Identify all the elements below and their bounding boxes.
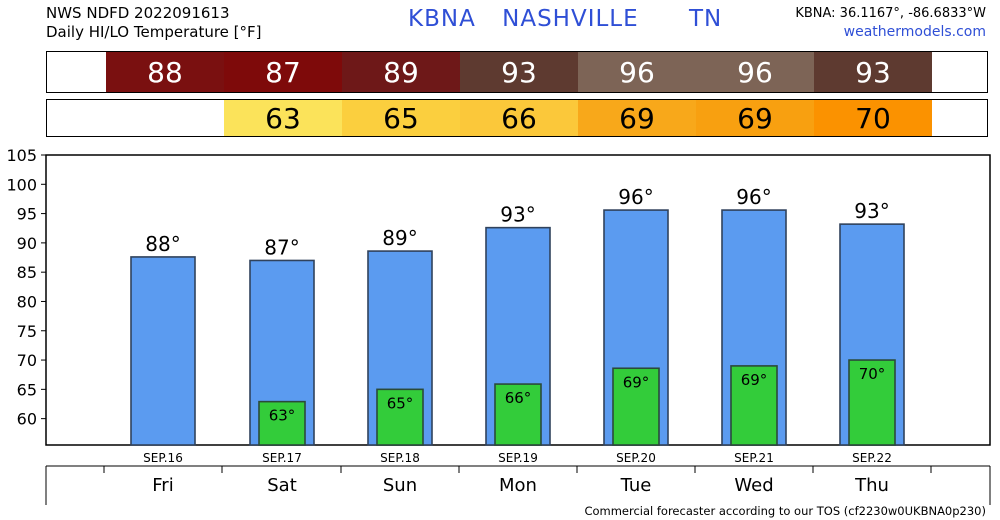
high-temp-label: 89°: [382, 226, 417, 250]
day-label: Sat: [267, 475, 297, 496]
low-temp-label: 63°: [269, 407, 296, 425]
date-label: SEP.21: [734, 451, 774, 465]
high-temp-cell: 96: [578, 52, 696, 92]
station-city: NASHVILLE: [502, 6, 639, 32]
date-label: SEP.19: [498, 451, 538, 465]
model-run-label: NWS NDFD 2022091613: [46, 4, 230, 22]
header-left: NWS NDFD 2022091613 Daily HI/LO Temperat…: [46, 4, 262, 42]
y-tick-label: 70: [17, 351, 37, 370]
low-temp-bar: [494, 383, 542, 446]
date-label: SEP.22: [852, 451, 892, 465]
low-temp-label: 70°: [859, 365, 886, 383]
station-coords: KBNA: 36.1167°, -86.6833°W: [795, 6, 986, 21]
high-temp-cell: 96: [696, 52, 814, 92]
day-label: Sun: [383, 475, 417, 496]
low-temp-cell: 66: [460, 100, 578, 136]
low-temp-strip: 63 65 66 69 69 70: [46, 99, 988, 137]
high-temp-bar: [130, 256, 196, 446]
footer-note: Commercial forecaster according to our T…: [584, 504, 986, 518]
day-label: Fri: [152, 475, 173, 496]
station-title: KBNA NASHVILLE TN: [408, 6, 740, 32]
day-label: Mon: [499, 475, 537, 496]
y-tick-label: 90: [17, 234, 37, 253]
high-temp-strip: 88 87 89 93 96 96 93: [46, 51, 988, 93]
high-temp-label: 96°: [736, 185, 771, 209]
high-temp-label: 88°: [145, 232, 180, 256]
station-state: TN: [688, 6, 723, 32]
low-temp-label: 65°: [387, 394, 414, 412]
low-temp-bar: [848, 359, 896, 446]
low-temp-bar: [376, 388, 424, 446]
y-tick-label: 85: [17, 263, 37, 282]
day-label: Thu: [854, 475, 889, 496]
date-label: SEP.16: [143, 451, 183, 465]
low-temp-bar: [612, 367, 660, 446]
high-temp-label: 93°: [500, 203, 535, 227]
y-tick-label: 65: [17, 380, 37, 399]
day-label: Tue: [620, 475, 652, 496]
header-right: KBNA: 36.1167°, -86.6833°W weathermodels…: [795, 4, 986, 42]
high-temp-cell: 89: [342, 52, 460, 92]
low-temp-cell: 65: [342, 100, 460, 136]
y-tick-label: 75: [17, 322, 37, 341]
site-link[interactable]: weathermodels.com: [843, 24, 986, 40]
low-temp-label: 69°: [623, 373, 650, 391]
low-temp-cell: 70: [814, 100, 932, 136]
low-temp-cell: 69: [578, 100, 696, 136]
low-temp-cell: 69: [696, 100, 814, 136]
low-temp-cell: [106, 100, 224, 136]
y-tick-label: 80: [17, 292, 37, 311]
chart-subtitle: Daily HI/LO Temperature [°F]: [46, 23, 262, 41]
low-temp-bar: [730, 365, 778, 446]
high-temp-cell: 88: [106, 52, 224, 92]
day-label: Wed: [734, 475, 773, 496]
high-temp-label: 87°: [264, 235, 299, 259]
station-code: KBNA: [408, 6, 476, 32]
high-temp-label: 96°: [618, 185, 653, 209]
y-tick-label: 100: [6, 175, 37, 194]
low-temp-cell: 63: [224, 100, 342, 136]
date-label: SEP.17: [262, 451, 302, 465]
high-temp-cell: 93: [814, 52, 932, 92]
y-tick-label: 105: [6, 146, 37, 165]
low-temp-label: 69°: [741, 371, 768, 389]
low-temp-label: 66°: [505, 389, 532, 407]
y-tick-label: 60: [17, 410, 37, 429]
high-temp-cell: 93: [460, 52, 578, 92]
y-tick-label: 95: [17, 205, 37, 224]
date-label: SEP.18: [380, 451, 420, 465]
high-temp-cell: 87: [224, 52, 342, 92]
low-temp-bar: [258, 400, 306, 446]
high-temp-label: 93°: [854, 199, 889, 223]
date-label: SEP.20: [616, 451, 656, 465]
